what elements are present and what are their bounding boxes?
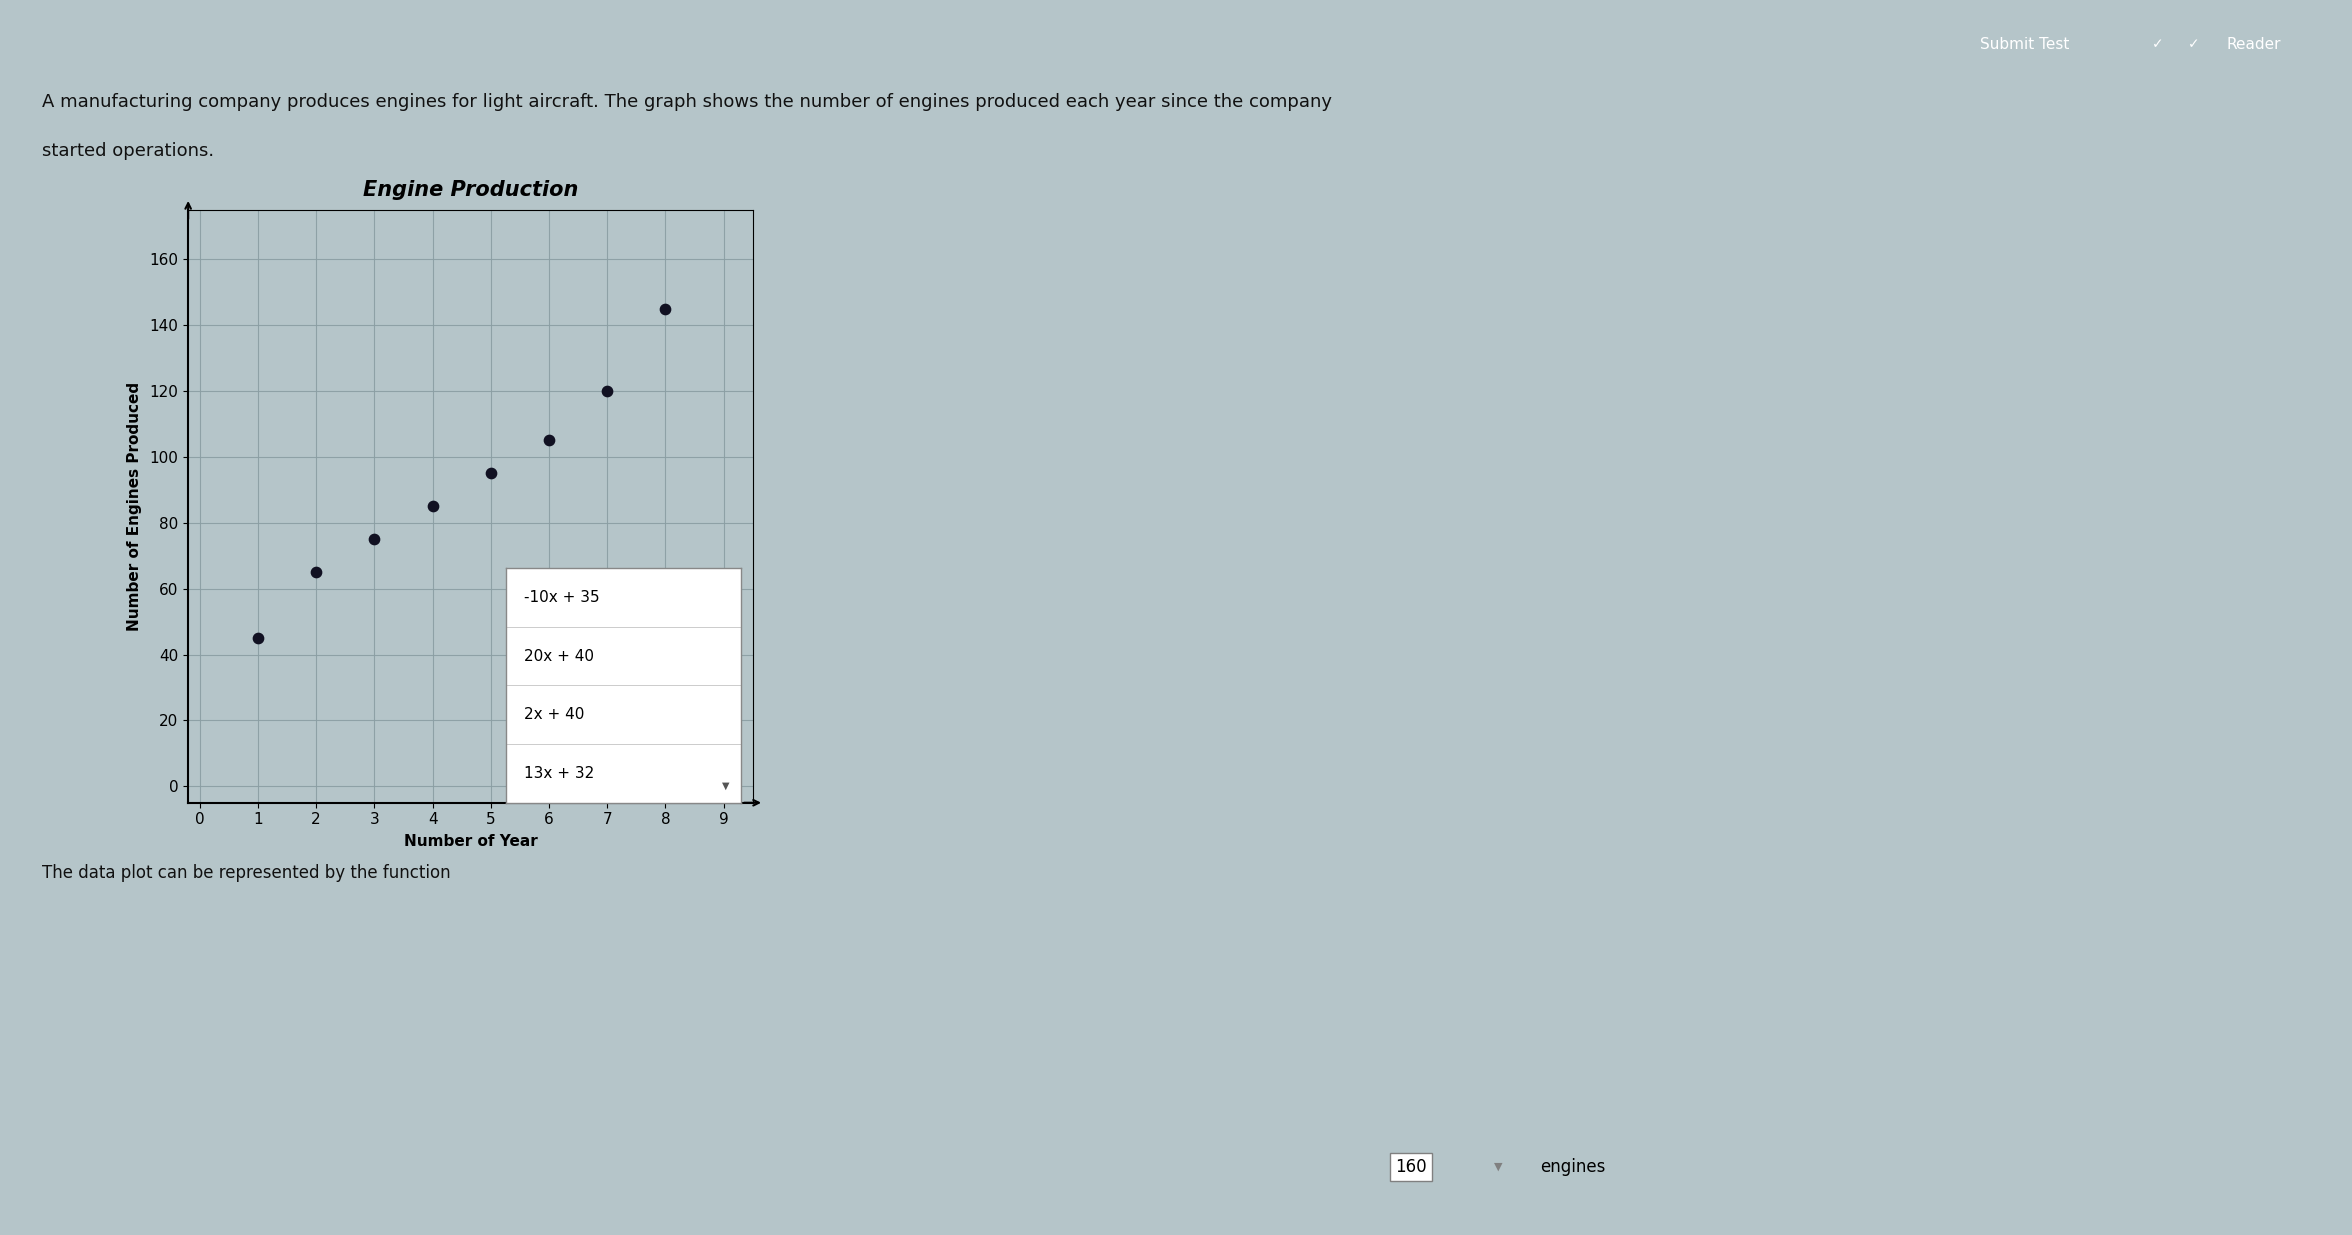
Text: engines: engines: [1541, 1158, 1606, 1176]
Text: ▼: ▼: [1494, 1162, 1503, 1172]
Text: ✓: ✓: [2187, 37, 2199, 51]
Point: [588, 382, 626, 401]
Point: [473, 463, 510, 483]
X-axis label: Number of Year: Number of Year: [405, 835, 536, 850]
Point: [355, 530, 393, 550]
Point: [529, 431, 567, 451]
Text: started operations.: started operations.: [42, 142, 214, 161]
Text: Reader: Reader: [2227, 37, 2281, 52]
Text: Submit Test: Submit Test: [1980, 37, 2070, 52]
Point: [414, 496, 452, 516]
Text: A manufacturing company produces engines for light aircraft. The graph shows the: A manufacturing company produces engines…: [42, 93, 1331, 111]
Text: ✓: ✓: [2152, 37, 2164, 51]
Text: -10x + 35: -10x + 35: [524, 590, 600, 605]
Text: 160: 160: [1395, 1158, 1428, 1176]
Text: ▼: ▼: [722, 781, 729, 792]
Text: 13x + 32: 13x + 32: [524, 766, 595, 781]
Y-axis label: Number of Engines Produced: Number of Engines Produced: [127, 382, 143, 631]
Text: The data plot can be represented by the function: The data plot can be represented by the …: [42, 864, 452, 883]
Text: 2x + 40: 2x + 40: [524, 708, 586, 722]
Point: [240, 629, 278, 648]
Title: Engine Production: Engine Production: [362, 180, 579, 200]
Point: [647, 299, 684, 319]
Point: [296, 562, 334, 582]
Text: 20x + 40: 20x + 40: [524, 648, 595, 663]
